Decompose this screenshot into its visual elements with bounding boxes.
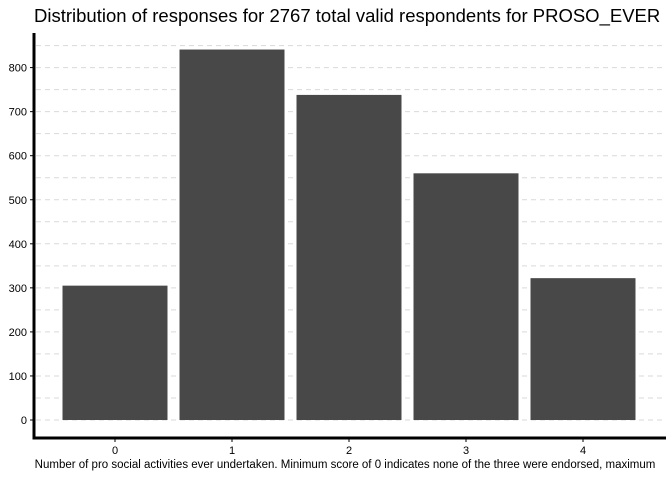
x-tick-label: 4 <box>580 445 586 457</box>
bars <box>62 49 636 421</box>
bar-3 <box>413 173 519 420</box>
y-tick-label: 800 <box>9 63 27 75</box>
x-axis-label: Number of pro social activities ever und… <box>35 459 656 471</box>
y-tick-label: 500 <box>9 195 27 207</box>
bar-4 <box>530 278 636 420</box>
y-tick-label: 700 <box>9 107 27 119</box>
y-tick-label: 0 <box>21 415 27 427</box>
x-tick-label: 2 <box>346 445 352 457</box>
bar-1 <box>179 49 285 421</box>
y-tick-label: 200 <box>9 327 27 339</box>
y-tick-label: 400 <box>9 239 27 251</box>
x-tick-label: 1 <box>229 445 235 457</box>
y-tick-label: 600 <box>9 151 27 163</box>
y-axis-ticks: 0 100 200 300 400 500 600 700 800 <box>9 63 33 427</box>
x-tick-label: 3 <box>463 445 469 457</box>
y-tick-label: 100 <box>9 371 27 383</box>
bar-0 <box>62 285 168 420</box>
x-tick-label: 0 <box>112 445 118 457</box>
chart-title: Distribution of responses for 2767 total… <box>34 5 660 27</box>
bar-2 <box>296 94 402 420</box>
x-axis-ticks: 0 1 2 3 4 <box>112 439 586 457</box>
y-tick-label: 300 <box>9 283 27 295</box>
